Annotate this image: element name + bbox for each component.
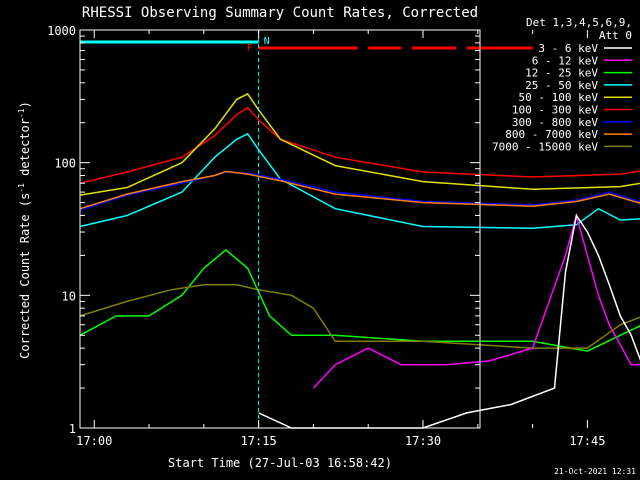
series-line-1: [79, 106, 640, 184]
x-tick-label: 17:00: [76, 434, 112, 448]
x-axis-label: Start Time (27-Jul-03 16:58:42): [168, 456, 392, 470]
legend-entry-label: 50 - 100 keV: [519, 91, 599, 104]
footer-date: 21-Oct-2021 12:31: [554, 467, 636, 476]
y-tick-label: 100: [54, 157, 76, 171]
y-axis-label-mid: detector: [18, 118, 32, 183]
legend-header-detectors: Det 1,3,4,5,6,9,: [526, 16, 632, 29]
y-tick-label: 10: [62, 289, 76, 303]
legend-header-attenuator: Att 0: [599, 29, 632, 42]
night-flag-label: N: [264, 36, 270, 47]
plot-area: NF17:0017:1517:3017:4518:0018:1518:30110…: [47, 24, 640, 448]
legend-entry-label: 7000 - 15000 keV: [492, 140, 598, 153]
y-tick-label: 1: [69, 422, 76, 436]
legend-entry-label: 6 - 12 keV: [532, 54, 599, 67]
y-axis-label-end: ): [18, 101, 32, 108]
legend-entry-label: 800 - 7000 keV: [505, 128, 598, 141]
series-line-9: [258, 213, 640, 429]
series-line-3: [79, 132, 640, 230]
y-axis-label-sup2: -1: [17, 108, 26, 118]
legend-entry-label: 12 - 25 keV: [525, 67, 598, 80]
legend-entry-label: 25 - 50 keV: [525, 79, 598, 92]
y-axis-label: Corrected Count Rate (s-1 detector-1): [17, 101, 32, 359]
legend-entry-label: 100 - 300 keV: [512, 104, 598, 117]
series-line-8: [312, 212, 640, 389]
series-line-2: [79, 92, 640, 196]
x-tick-label: 17:15: [241, 434, 277, 448]
legend-entry-label: 3 - 6 keV: [538, 42, 598, 55]
x-tick-label: 17:30: [405, 434, 441, 448]
flare-flag-label: F: [247, 43, 253, 54]
y-axis-label-main: Corrected Count Rate (s: [18, 193, 32, 359]
series-line-5: [79, 170, 640, 210]
y-tick-label: 1000: [47, 24, 76, 38]
series-line-7: [79, 284, 640, 349]
x-tick-label: 17:45: [569, 434, 605, 448]
chart-title: RHESSI Observing Summary Count Rates, Co…: [82, 5, 478, 21]
plot-frame: [79, 29, 481, 429]
series-line-6: [79, 248, 640, 352]
legend-entry-label: 300 - 800 keV: [512, 116, 598, 129]
y-axis-label-sup1: -1: [17, 183, 26, 193]
